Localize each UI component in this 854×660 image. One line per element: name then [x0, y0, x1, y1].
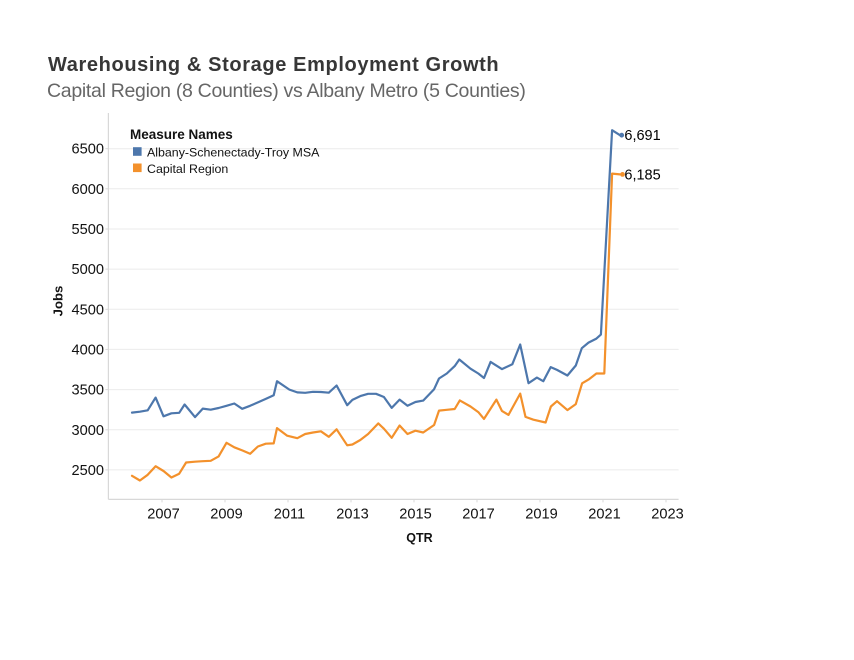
svg-text:6500: 6500: [72, 142, 104, 158]
svg-text:2500: 2500: [72, 463, 104, 479]
svg-text:2011: 2011: [274, 507, 305, 523]
svg-text:2009: 2009: [210, 507, 242, 523]
svg-text:2015: 2015: [399, 507, 431, 523]
svg-text:2023: 2023: [651, 507, 683, 523]
svg-text:3500: 3500: [72, 383, 104, 399]
svg-text:5000: 5000: [72, 262, 104, 278]
svg-text:5500: 5500: [72, 222, 104, 238]
svg-text:QTR: QTR: [406, 531, 432, 545]
svg-text:6000: 6000: [72, 182, 104, 198]
svg-text:2017: 2017: [462, 507, 494, 523]
svg-text:3000: 3000: [72, 423, 104, 439]
svg-text:2019: 2019: [525, 507, 557, 523]
svg-text:2021: 2021: [588, 507, 620, 523]
svg-text:4500: 4500: [72, 302, 104, 318]
svg-text:2013: 2013: [336, 507, 368, 523]
svg-text:6,185: 6,185: [624, 168, 660, 184]
svg-text:4000: 4000: [72, 342, 104, 358]
svg-text:6,691: 6,691: [624, 128, 660, 144]
svg-text:Measure Names: Measure Names: [130, 127, 233, 142]
svg-text:Jobs: Jobs: [51, 286, 66, 317]
svg-text:Capital Region: Capital Region: [147, 162, 228, 176]
svg-text:Albany-Schenectady-Troy MSA: Albany-Schenectady-Troy MSA: [147, 146, 320, 160]
svg-text:2007: 2007: [147, 507, 179, 523]
